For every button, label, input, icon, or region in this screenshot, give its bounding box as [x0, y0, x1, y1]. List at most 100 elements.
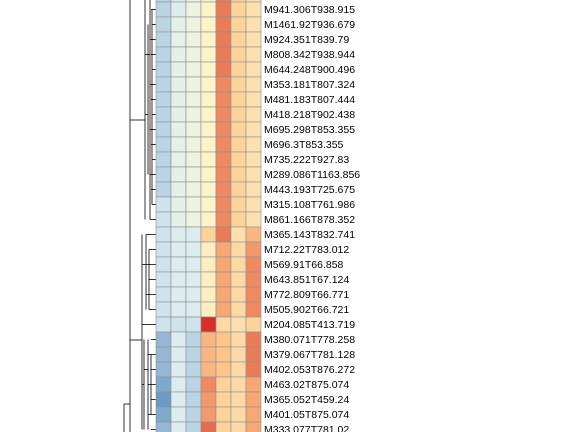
- heatmap-cell: [155, 1, 172, 18]
- heatmap-cell: [200, 151, 217, 168]
- heatmap-cell: [245, 421, 262, 432]
- heatmap-cell: [245, 76, 262, 93]
- heatmap-cell: [185, 196, 202, 213]
- heatmap-cell: [215, 376, 232, 393]
- heatmap-cell: [245, 376, 262, 393]
- row-label: M418.218T902.438: [264, 109, 355, 121]
- heatmap-cell: [245, 166, 262, 183]
- heatmap-cell: [230, 286, 247, 303]
- heatmap-cell: [155, 181, 172, 198]
- heatmap-cell: [200, 226, 217, 243]
- heatmap-cell: [185, 406, 202, 423]
- heatmap-cell: [215, 196, 232, 213]
- row-label: M505.902T66.721: [264, 304, 349, 316]
- heatmap-cell: [155, 46, 172, 63]
- heatmap-cell: [200, 421, 217, 432]
- heatmap-cell: [185, 316, 202, 333]
- row-label: M365.143T832.741: [264, 229, 355, 241]
- heatmap-cell: [245, 1, 262, 18]
- heatmap-cell: [200, 196, 217, 213]
- row-label: M289.086T1163.856: [264, 169, 360, 181]
- heatmap-cell: [170, 91, 187, 108]
- heatmap-cell: [215, 31, 232, 48]
- heatmap-cell: [170, 106, 187, 123]
- heatmap-cell: [170, 226, 187, 243]
- heatmap-cell: [185, 376, 202, 393]
- heatmap-cell: [215, 136, 232, 153]
- heatmap-cell: [245, 226, 262, 243]
- heatmap-cell: [245, 391, 262, 408]
- heatmap-cell: [245, 196, 262, 213]
- heatmap-cell: [185, 61, 202, 78]
- heatmap-cell: [245, 316, 262, 333]
- heatmap-cell: [185, 136, 202, 153]
- row-label: M380.071T778.258: [264, 334, 355, 346]
- heatmap-cell: [215, 46, 232, 63]
- row-label: M861.166T878.352: [264, 214, 355, 226]
- heatmap-cell: [170, 46, 187, 63]
- heatmap-cell: [155, 376, 172, 393]
- heatmap-cell: [185, 241, 202, 258]
- heatmap-cell: [185, 271, 202, 288]
- heatmap-cell: [230, 361, 247, 378]
- heatmap-cell: [215, 391, 232, 408]
- heatmap-cell: [185, 76, 202, 93]
- heatmap-cell: [215, 316, 232, 333]
- heatmap-cell: [170, 376, 187, 393]
- row-label: M365.052T459.24: [264, 394, 349, 406]
- heatmap-cell: [200, 346, 217, 363]
- heatmap-cell: [155, 91, 172, 108]
- row-label: M463.02T875.074: [264, 379, 349, 391]
- heatmap-cell: [155, 316, 172, 333]
- heatmap-cell: [155, 256, 172, 273]
- heatmap-cell: [245, 331, 262, 348]
- heatmap-cell: [170, 196, 187, 213]
- heatmap-cell: [185, 286, 202, 303]
- row-label: M315.108T761.986: [264, 199, 355, 211]
- heatmap-cell: [230, 421, 247, 432]
- heatmap-cell: [170, 346, 187, 363]
- heatmap-cell: [185, 31, 202, 48]
- heatmap-cell: [200, 91, 217, 108]
- heatmap-cell: [245, 286, 262, 303]
- heatmap-cell: [245, 406, 262, 423]
- heatmap-cell: [170, 301, 187, 318]
- row-label: M735.222T927.83: [264, 154, 349, 166]
- heatmap-cell: [200, 391, 217, 408]
- heatmap-cell: [200, 61, 217, 78]
- row-labels: M655.904T936.238 M941.306T938.915 M1461.92…: [264, 0, 360, 432]
- heatmap-cell: [155, 301, 172, 318]
- heatmap-cell: [185, 256, 202, 273]
- heatmap-cell: [170, 406, 187, 423]
- heatmap-cell: [230, 316, 247, 333]
- heatmap-cell: [155, 241, 172, 258]
- heatmap-cell: [185, 346, 202, 363]
- heatmap-cell: [155, 211, 172, 228]
- heatmap-cell: [230, 256, 247, 273]
- heatmap-cell: [230, 181, 247, 198]
- row-label: M772.809T66.771: [264, 289, 349, 301]
- row-label: M695.298T853.355: [264, 124, 355, 136]
- heatmap-cell: [185, 121, 202, 138]
- heatmap-cell: [230, 391, 247, 408]
- heatmap-cell: [155, 406, 172, 423]
- heatmap-cell: [230, 271, 247, 288]
- heatmap-cell: [155, 196, 172, 213]
- heatmap-cell: [155, 76, 172, 93]
- heatmap-cell: [215, 106, 232, 123]
- heatmap-cell: [215, 421, 232, 432]
- heatmap-cell: [200, 166, 217, 183]
- heatmap-cell: [200, 76, 217, 93]
- heatmap-cell: [215, 151, 232, 168]
- heatmap-cell: [215, 1, 232, 18]
- heatmap-cell: [170, 166, 187, 183]
- row-dendrogram: [123, 0, 156, 432]
- row-label: M353.181T807.324: [264, 79, 355, 91]
- row-label: M401.05T875.074: [264, 409, 349, 421]
- row-label: M569.91T66.858: [264, 259, 344, 271]
- heatmap-cell: [200, 181, 217, 198]
- heatmap-cell: [185, 166, 202, 183]
- heatmap-cell: [215, 346, 232, 363]
- heatmap-cell: [230, 376, 247, 393]
